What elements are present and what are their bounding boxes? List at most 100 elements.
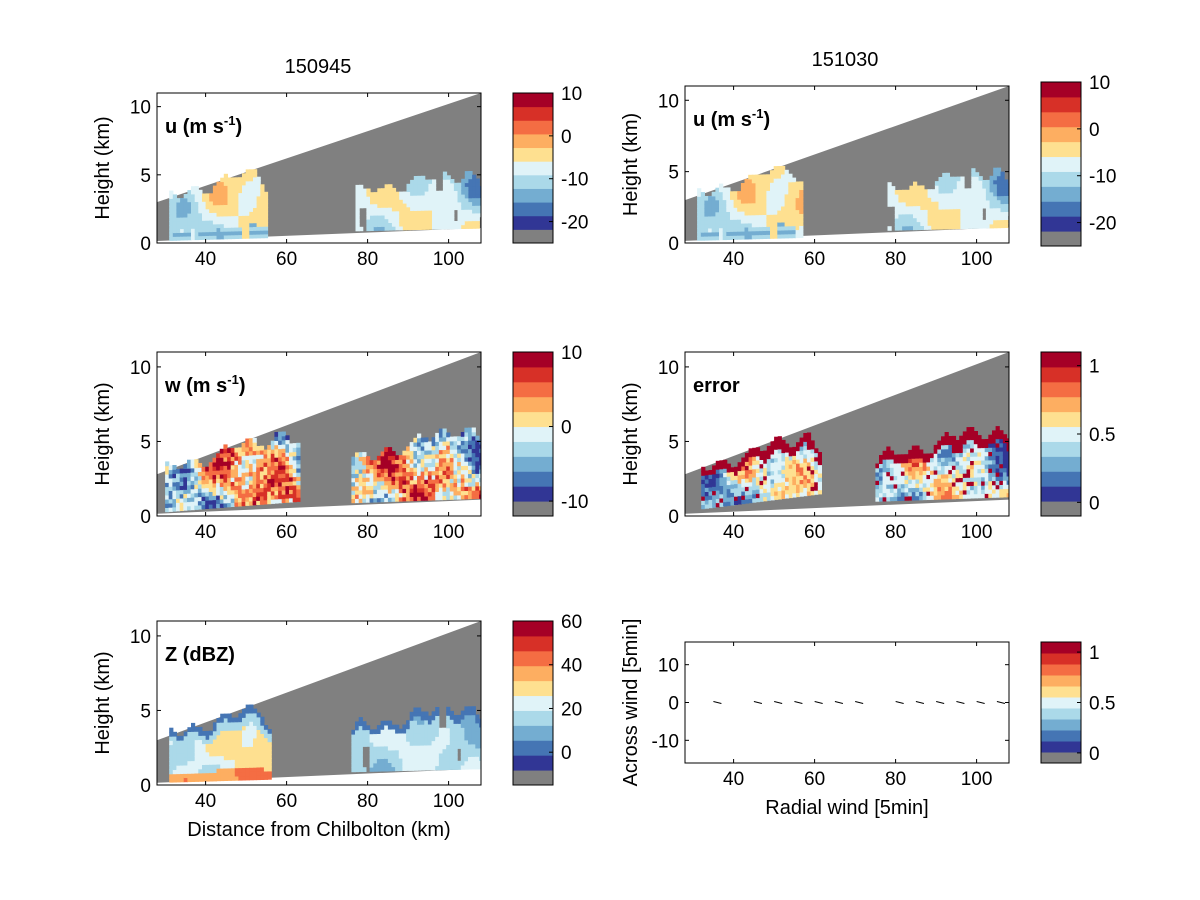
echo-cell: [748, 456, 753, 462]
echo-cell: [788, 468, 793, 473]
echo-cell: [242, 750, 247, 756]
echo-cell: [715, 195, 720, 201]
echo-cell: [882, 475, 887, 481]
echo-cell: [223, 726, 228, 731]
echo-cell: [253, 758, 258, 764]
echo-cell: [168, 482, 173, 487]
echo-cell: [198, 212, 203, 218]
echo-cell: [978, 224, 983, 229]
echo-cell: [464, 452, 469, 458]
x-tick-label: 80: [885, 769, 906, 790]
echo-cell: [457, 213, 462, 218]
echo-cell: [252, 492, 257, 497]
echo-cell: [464, 710, 469, 716]
echo-cell: [751, 186, 756, 192]
echo-cell: [238, 750, 243, 756]
echo-cell: [442, 457, 447, 463]
echo-cell: [169, 194, 174, 199]
echo-cell: [358, 485, 363, 491]
echo-cell: [169, 202, 174, 207]
echo-cell: [231, 759, 236, 765]
echo-cell: [267, 478, 272, 484]
echo-cell: [442, 740, 447, 746]
y-tick-label: 10: [658, 656, 679, 677]
echo-cell: [933, 495, 938, 500]
echo-cell: [187, 756, 192, 762]
colorbar-segment: [1041, 216, 1081, 232]
echo-cell: [891, 194, 896, 199]
echo-cell: [784, 181, 789, 187]
echo-cell: [931, 217, 936, 222]
echo-cell: [234, 489, 239, 495]
echo-cell: [398, 745, 403, 751]
colorbar-segment: [1041, 752, 1081, 764]
echo-cell: [446, 478, 451, 484]
echo-cell: [879, 471, 884, 477]
echo-cell: [428, 183, 433, 188]
echo-cell: [971, 196, 976, 201]
echo-cell: [227, 494, 232, 499]
echo-cell: [205, 483, 210, 489]
echo-cell: [249, 192, 254, 197]
echo-cell: [468, 435, 473, 441]
echo-cell: [278, 498, 283, 504]
echo-cell: [894, 226, 899, 231]
echo-cell: [417, 724, 422, 729]
echo-cell: [391, 758, 396, 763]
echo-cell: [238, 207, 243, 213]
echo-cell: [253, 750, 258, 756]
echo-cell: [774, 465, 779, 471]
echo-cell: [993, 219, 998, 225]
echo-cell: [774, 457, 779, 463]
echo-cell: [248, 463, 254, 468]
echo-cell: [231, 230, 236, 236]
echo-cell: [887, 186, 892, 191]
echo-cell: [438, 732, 444, 737]
echo-cell: [908, 466, 913, 472]
echo-cell: [803, 466, 808, 472]
echo-cell: [882, 463, 887, 469]
echo-cell: [981, 455, 986, 461]
echo-cell: [191, 205, 196, 210]
colorbar-segment: [1041, 653, 1081, 665]
echo-cell: [169, 773, 174, 779]
echo-cell: [223, 730, 228, 736]
echo-cell: [785, 464, 790, 470]
echo-cell: [180, 777, 185, 783]
echo-cell: [977, 451, 982, 457]
echo-cell: [223, 502, 228, 508]
echo-cell: [391, 497, 396, 502]
echo-cell: [977, 472, 982, 478]
echo-cell: [395, 728, 400, 734]
echo-cell: [227, 219, 232, 224]
echo-cell: [198, 201, 203, 206]
echo-cell: [977, 455, 982, 461]
echo-cell: [464, 178, 469, 184]
echo-cell: [704, 495, 709, 501]
echo-cell: [435, 732, 440, 737]
echo-cell: [922, 453, 927, 459]
wind-vector: [855, 701, 864, 704]
echo-cell: [697, 228, 702, 233]
echo-cell: [956, 208, 961, 214]
echo-cell: [252, 442, 257, 447]
echo-cell: [744, 234, 749, 240]
echo-cell: [740, 195, 746, 200]
echo-cell: [267, 774, 272, 780]
echo-cell: [391, 222, 397, 227]
echo-cell: [223, 742, 228, 748]
echo-cell: [999, 434, 1004, 440]
echo-cell: [751, 178, 756, 184]
echo-cell: [201, 471, 206, 476]
echo-cell: [438, 462, 444, 467]
echo-cell: [421, 225, 426, 230]
echo-cell: [172, 494, 177, 500]
echo-cell: [285, 435, 290, 441]
echo-cell: [431, 728, 436, 733]
echo-cell: [230, 456, 235, 462]
echo-cell: [453, 465, 458, 471]
echo-cell: [428, 202, 433, 207]
echo-cell: [1000, 199, 1005, 205]
echo-cell: [450, 186, 455, 192]
echo-cell: [700, 208, 705, 213]
